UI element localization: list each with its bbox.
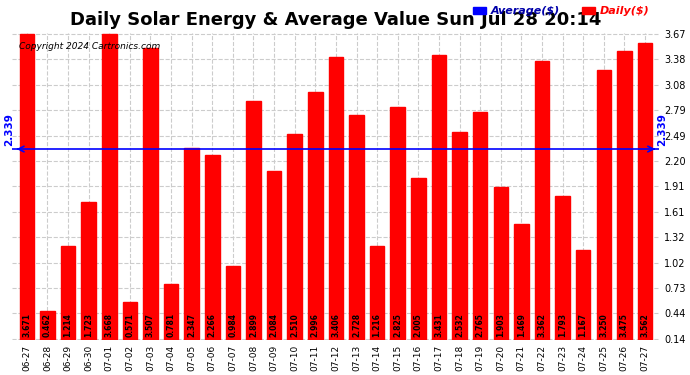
Text: 2.084: 2.084 (270, 313, 279, 337)
Text: 3.668: 3.668 (105, 313, 114, 337)
Text: 1.214: 1.214 (63, 313, 72, 337)
Bar (246, 100, 261, 351)
Bar (184, 148, 199, 351)
Text: 2.005: 2.005 (414, 314, 423, 337)
Text: 3.475: 3.475 (620, 313, 629, 337)
Bar (20, 34, 34, 351)
Legend: Average($), Daily($): Average($), Daily($) (468, 2, 654, 21)
Text: 2.532: 2.532 (455, 314, 464, 337)
Bar (102, 34, 117, 351)
Bar (226, 266, 240, 351)
Bar (473, 112, 487, 351)
Text: 2.266: 2.266 (208, 313, 217, 337)
Bar (617, 51, 631, 351)
Text: 0.462: 0.462 (43, 313, 52, 337)
Text: 0.571: 0.571 (126, 313, 135, 337)
Bar (328, 57, 343, 351)
Bar (205, 155, 219, 351)
Bar (267, 171, 282, 351)
Bar (164, 284, 178, 351)
Bar (61, 246, 75, 351)
Bar (123, 302, 137, 351)
Text: 3.250: 3.250 (599, 314, 608, 337)
Bar (144, 48, 158, 351)
Text: 2.347: 2.347 (187, 313, 196, 337)
Bar (576, 250, 591, 351)
Bar (493, 187, 508, 351)
Text: 3.431: 3.431 (435, 313, 444, 337)
Bar (597, 70, 611, 351)
Bar (453, 132, 466, 351)
Text: 2.765: 2.765 (475, 313, 484, 337)
Text: 3.671: 3.671 (22, 313, 31, 337)
Bar (555, 196, 570, 351)
Bar (308, 92, 322, 351)
Bar (81, 202, 96, 351)
Text: 1.167: 1.167 (579, 313, 588, 337)
Text: 1.216: 1.216 (373, 313, 382, 337)
Text: 0.984: 0.984 (228, 313, 237, 337)
Bar (514, 224, 529, 351)
Bar (349, 116, 364, 351)
Text: 2.728: 2.728 (352, 313, 361, 337)
Bar (638, 44, 652, 351)
Text: 0.781: 0.781 (166, 313, 175, 337)
Text: 2.825: 2.825 (393, 313, 402, 337)
Text: 1.723: 1.723 (84, 313, 93, 337)
Bar (288, 134, 302, 351)
Bar (411, 178, 426, 351)
Text: 1.793: 1.793 (558, 313, 567, 337)
Bar (432, 55, 446, 351)
Text: 3.507: 3.507 (146, 313, 155, 337)
Bar (391, 107, 405, 351)
Text: 2.510: 2.510 (290, 314, 299, 337)
Text: 3.562: 3.562 (640, 314, 649, 337)
Text: 1.903: 1.903 (496, 313, 505, 337)
Bar (370, 246, 384, 351)
Text: 2.899: 2.899 (249, 313, 258, 337)
Text: Copyright 2024 Cartronics.com: Copyright 2024 Cartronics.com (19, 42, 160, 51)
Bar (40, 311, 55, 351)
Title: Daily Solar Energy & Average Value Sun Jul 28 20:14: Daily Solar Energy & Average Value Sun J… (70, 11, 602, 29)
Text: 2.339: 2.339 (5, 113, 14, 146)
Text: 3.362: 3.362 (538, 313, 546, 337)
Text: 3.406: 3.406 (331, 313, 340, 337)
Text: 1.469: 1.469 (517, 313, 526, 337)
Text: 2.339: 2.339 (658, 113, 667, 146)
Text: 2.996: 2.996 (310, 313, 319, 337)
Bar (535, 61, 549, 351)
